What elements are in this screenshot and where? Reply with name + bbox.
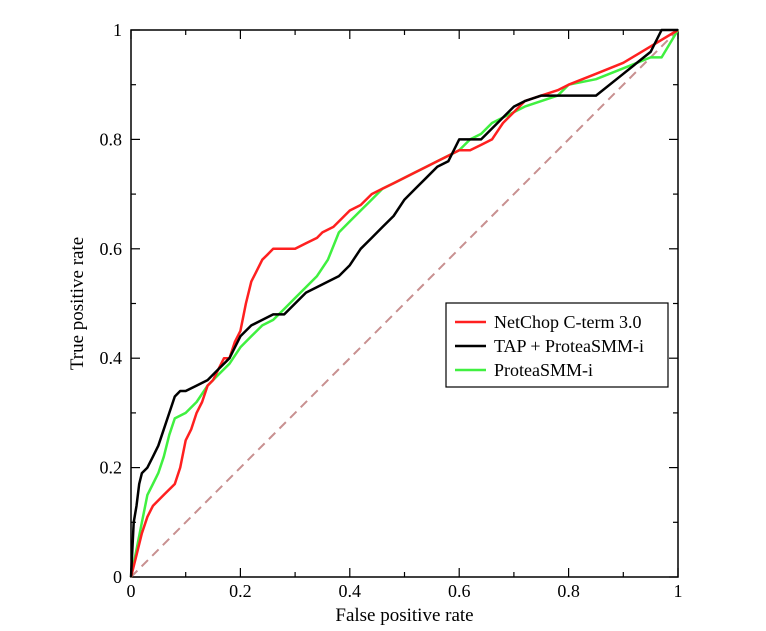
y-tick-label: 0.6	[100, 239, 123, 259]
x-tick-label: 0.4	[339, 581, 362, 601]
series-lines	[129, 28, 680, 578]
legend-label-netchop: NetChop C-term 3.0	[494, 312, 641, 332]
x-tick-label: 1	[674, 581, 683, 601]
random-diagonal-line	[130, 29, 679, 578]
y-tick-label: 0.4	[100, 348, 123, 368]
legend-label-proteasmm: ProteaSMM-i	[494, 360, 593, 380]
netchop-line	[129, 28, 679, 578]
x-tick-labels: 0 0.2 0.4 0.6 0.8 1	[127, 581, 683, 601]
x-tick-label: 0.6	[448, 581, 471, 601]
legend-label-tap-proteasmm: TAP + ProteaSMM-i	[494, 336, 644, 356]
proteasmm-line	[129, 29, 680, 578]
x-tick-label: 0.2	[229, 581, 252, 601]
y-tick-label: 0.2	[100, 458, 123, 478]
x-tick-label: 0	[127, 581, 136, 601]
x-axis-title: False positive rate	[335, 605, 473, 626]
y-tick-label: 0.8	[100, 129, 123, 149]
y-tick-label: 0	[113, 567, 122, 587]
x-tick-label: 0.8	[557, 581, 580, 601]
legend: NetChop C-term 3.0 TAP + ProteaSMM-i Pro…	[445, 302, 669, 388]
y-tick-labels: 0 0.2 0.4 0.6 0.8 1	[100, 20, 123, 587]
tap-proteasmm-line	[129, 28, 678, 578]
y-axis-title: True positive rate	[67, 237, 88, 370]
y-tick-label: 1	[113, 20, 122, 40]
